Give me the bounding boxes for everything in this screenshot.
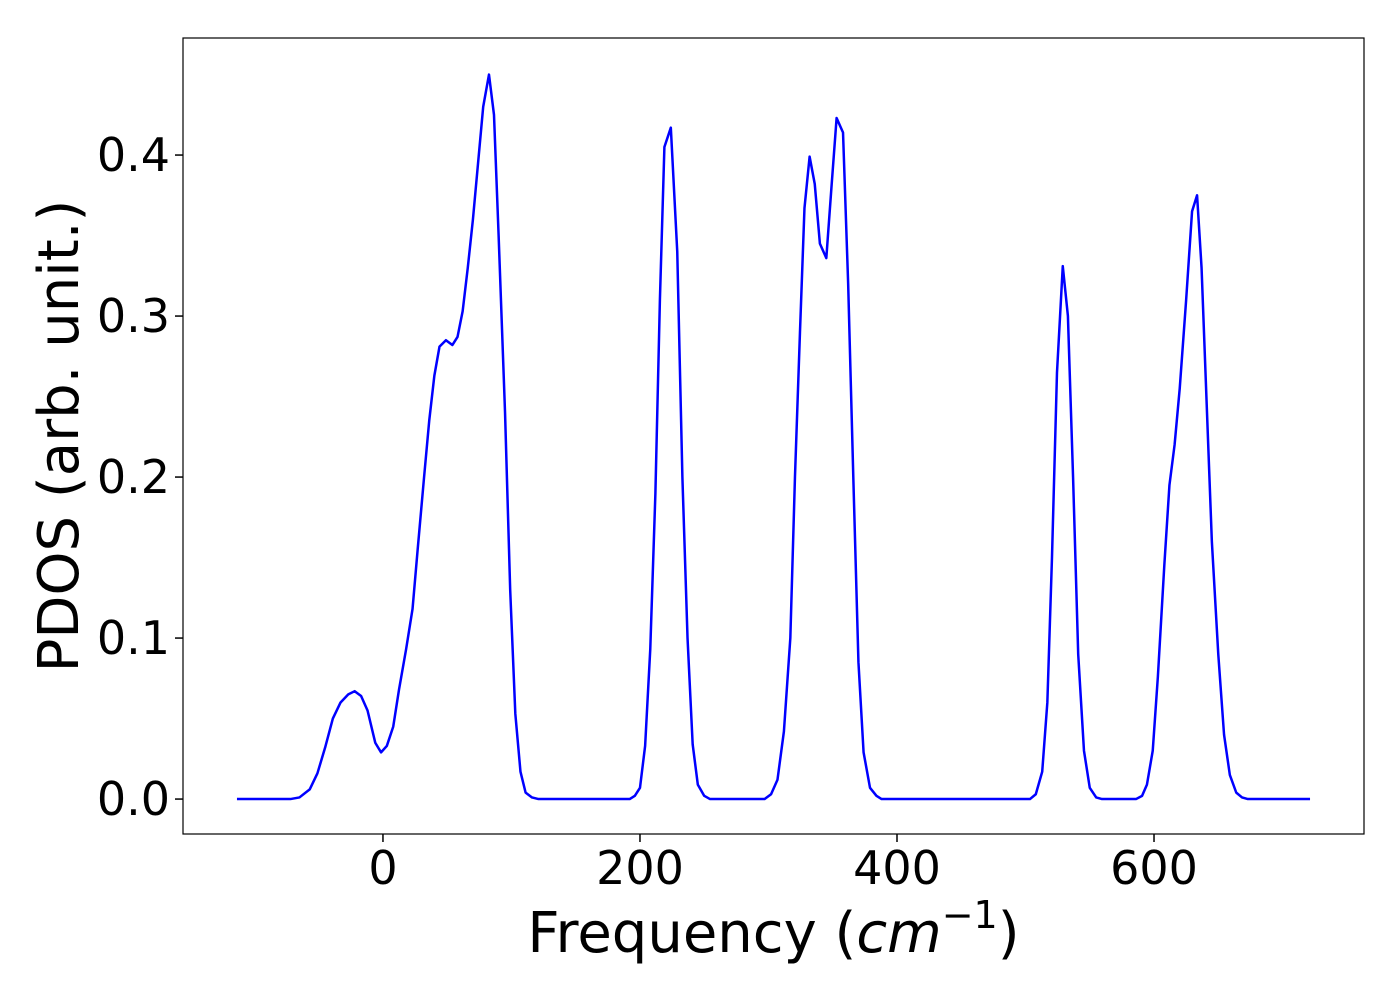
x-tick-label: 600 — [1110, 841, 1198, 895]
y-tick-label: 0.3 — [97, 289, 170, 343]
y-axis-label: PDOS (arb. unit.) — [27, 200, 92, 673]
y-tick-label: 0.1 — [97, 611, 170, 665]
line-series — [236, 73, 1311, 801]
plot-frame — [182, 37, 1365, 835]
x-axis-label-part: cm — [856, 901, 941, 966]
x-tick-label: 200 — [596, 841, 684, 895]
x-axis-label-part: ) — [998, 901, 1020, 966]
y-tick-label: 0.2 — [97, 450, 170, 504]
x-tick-label: 0 — [368, 841, 397, 895]
y-tick-label: 0.0 — [97, 772, 170, 826]
x-tick-label: 400 — [853, 841, 941, 895]
x-axis-label-part: −1 — [942, 893, 998, 937]
x-axis-label-part: Frequency ( — [527, 901, 856, 966]
y-tick-label: 0.4 — [97, 128, 170, 182]
x-axis-label: Frequency (cm−1) — [527, 893, 1019, 966]
